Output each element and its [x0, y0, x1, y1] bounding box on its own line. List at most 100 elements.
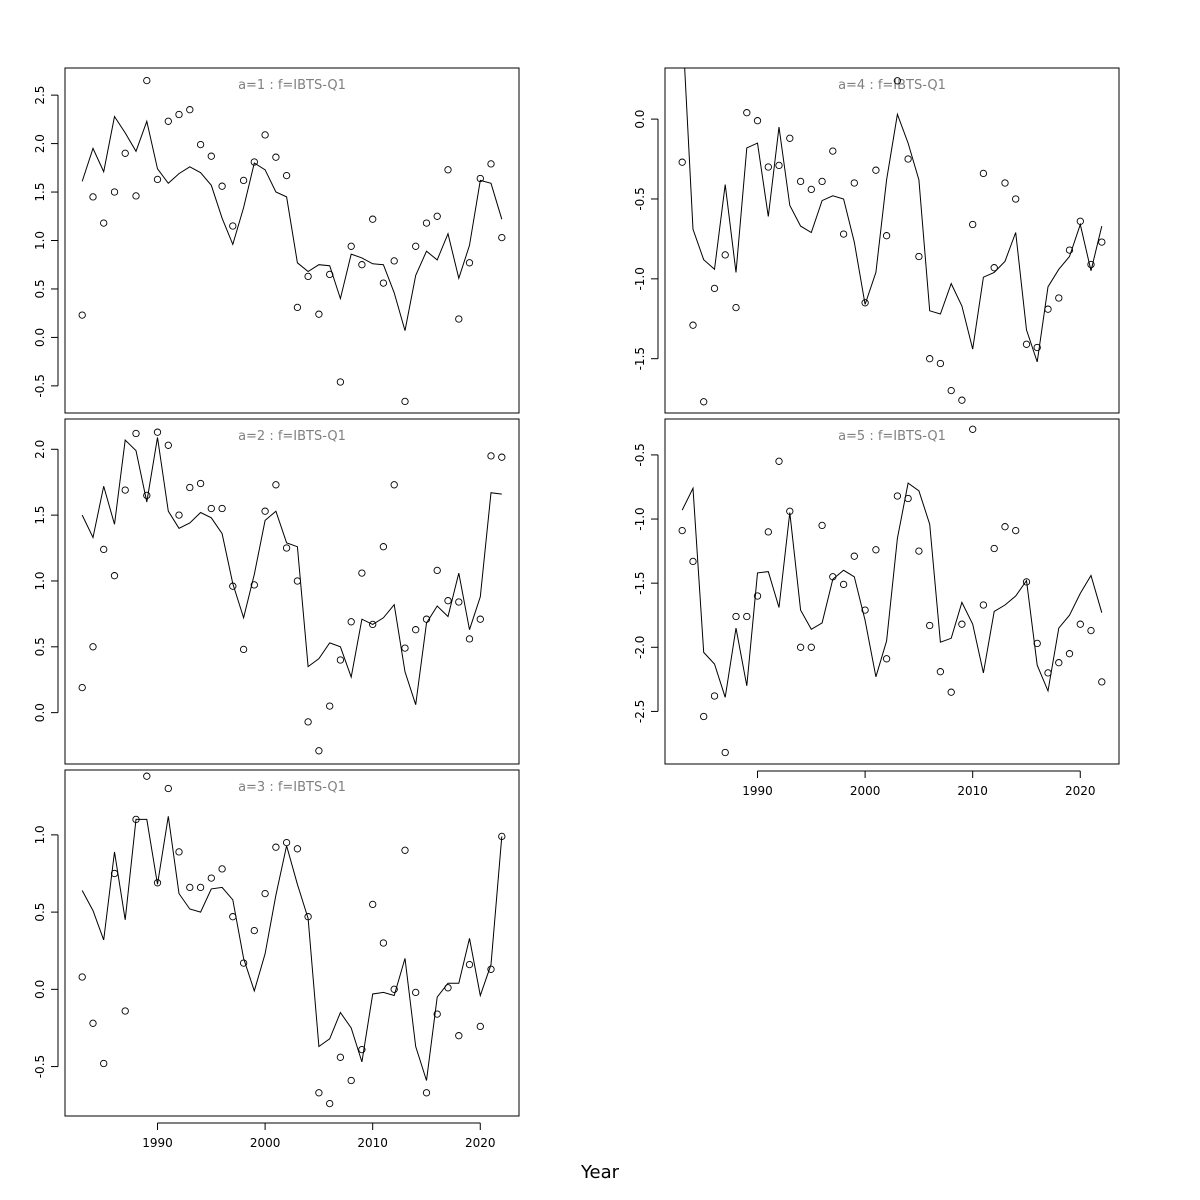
observed-point — [250, 158, 258, 166]
y-tick-label: -0.5 — [33, 374, 47, 397]
observed-point — [229, 222, 237, 230]
observed-point — [121, 1007, 129, 1015]
observed-point — [304, 718, 312, 726]
observed-point — [239, 645, 248, 654]
observed-point — [379, 939, 388, 947]
observed-point — [861, 299, 869, 307]
observed-point — [196, 140, 205, 149]
panel-2: a=2 : f=IBTS-Q1 0.0 0.5 1.0 1.5 2.0 — [33, 418, 520, 765]
observed-point — [904, 155, 912, 163]
y-tick-label: 1.0 — [33, 571, 47, 590]
plot-frame — [664, 418, 1120, 765]
plot-area — [78, 428, 506, 755]
observed-point — [1012, 526, 1020, 535]
observed-point — [412, 242, 420, 250]
x-tick-label: 2020 — [1065, 784, 1096, 798]
observed-point — [1001, 523, 1009, 531]
observed-point — [775, 161, 783, 170]
observed-point — [379, 543, 388, 551]
observed-point — [78, 311, 86, 319]
observed-point — [315, 310, 323, 318]
observed-point — [401, 846, 409, 854]
observed-point — [487, 160, 495, 168]
observed-point — [175, 511, 183, 519]
observed-point — [358, 569, 366, 577]
observed-point — [100, 219, 108, 227]
observed-point — [326, 702, 334, 710]
observed-point — [422, 219, 431, 227]
observed-point — [678, 158, 686, 166]
observed-point — [272, 153, 280, 161]
observed-point — [347, 618, 355, 626]
y-tick-label: 1.0 — [33, 825, 47, 844]
observed-point — [282, 838, 291, 847]
observed-point — [1044, 305, 1052, 313]
observed-point — [261, 889, 269, 898]
observed-point — [121, 486, 129, 494]
observed-point — [743, 612, 751, 621]
y-tick-label: 1.5 — [33, 182, 47, 201]
observed-point — [936, 359, 945, 368]
observed-point — [1033, 343, 1041, 352]
observed-point — [786, 134, 794, 142]
observed-point — [1022, 578, 1031, 586]
observed-point — [700, 398, 708, 406]
y-tick-label: -0.5 — [633, 187, 647, 210]
y-tick-label: -0.5 — [33, 1055, 47, 1078]
observed-point — [78, 683, 86, 692]
observed-point — [958, 620, 966, 628]
observed-point — [261, 507, 269, 515]
observed-point — [175, 110, 183, 119]
observed-point — [89, 1019, 97, 1027]
observed-point — [412, 626, 420, 634]
observed-point — [969, 425, 977, 433]
observed-point — [422, 1089, 431, 1097]
x-tick-label: 1990 — [742, 784, 773, 798]
observed-point — [196, 479, 205, 488]
y-tick-label: 0.0 — [33, 980, 47, 999]
plot-frame — [64, 67, 520, 414]
x-tick-label: 2010 — [957, 784, 988, 798]
observed-point — [326, 1099, 334, 1108]
observed-point — [1065, 246, 1074, 254]
observed-point — [272, 843, 280, 851]
observed-point — [915, 252, 923, 261]
observed-point — [1087, 626, 1095, 635]
observed-point — [850, 179, 858, 187]
observed-point — [915, 547, 923, 555]
observed-point — [207, 152, 215, 160]
observed-point — [433, 212, 441, 220]
observed-point — [358, 261, 366, 269]
observed-point — [979, 601, 988, 609]
observed-point — [369, 620, 377, 629]
plot-area — [678, 425, 1106, 757]
observed-point — [1022, 340, 1031, 348]
y-tick-label: 0.5 — [33, 637, 47, 656]
observed-point — [678, 526, 686, 535]
observed-point — [498, 233, 506, 242]
panel-title: a=5 : f=IBTS-Q1 — [838, 429, 946, 444]
observed-point — [282, 171, 291, 180]
plot-frame — [64, 418, 520, 765]
observed-point — [689, 321, 697, 329]
observed-point — [487, 452, 495, 460]
y-tick-label: 1.0 — [33, 231, 47, 250]
observed-point — [882, 232, 891, 240]
x-tick-label: 2000 — [250, 1136, 281, 1150]
fitted-line — [81, 437, 502, 705]
x-tick-label: 1990 — [142, 1136, 173, 1150]
y-tick-label: -2.5 — [633, 700, 647, 723]
observed-point — [315, 747, 323, 755]
plot-area — [678, 68, 1106, 406]
observed-point — [218, 865, 226, 873]
observed-point — [293, 845, 302, 853]
observed-point — [872, 166, 880, 174]
observed-point — [1055, 659, 1063, 667]
observed-point — [369, 900, 377, 909]
observed-point — [882, 655, 891, 663]
observed-point — [732, 612, 740, 621]
observed-point — [110, 572, 119, 580]
observed-point — [186, 883, 194, 892]
observed-point — [207, 504, 215, 513]
